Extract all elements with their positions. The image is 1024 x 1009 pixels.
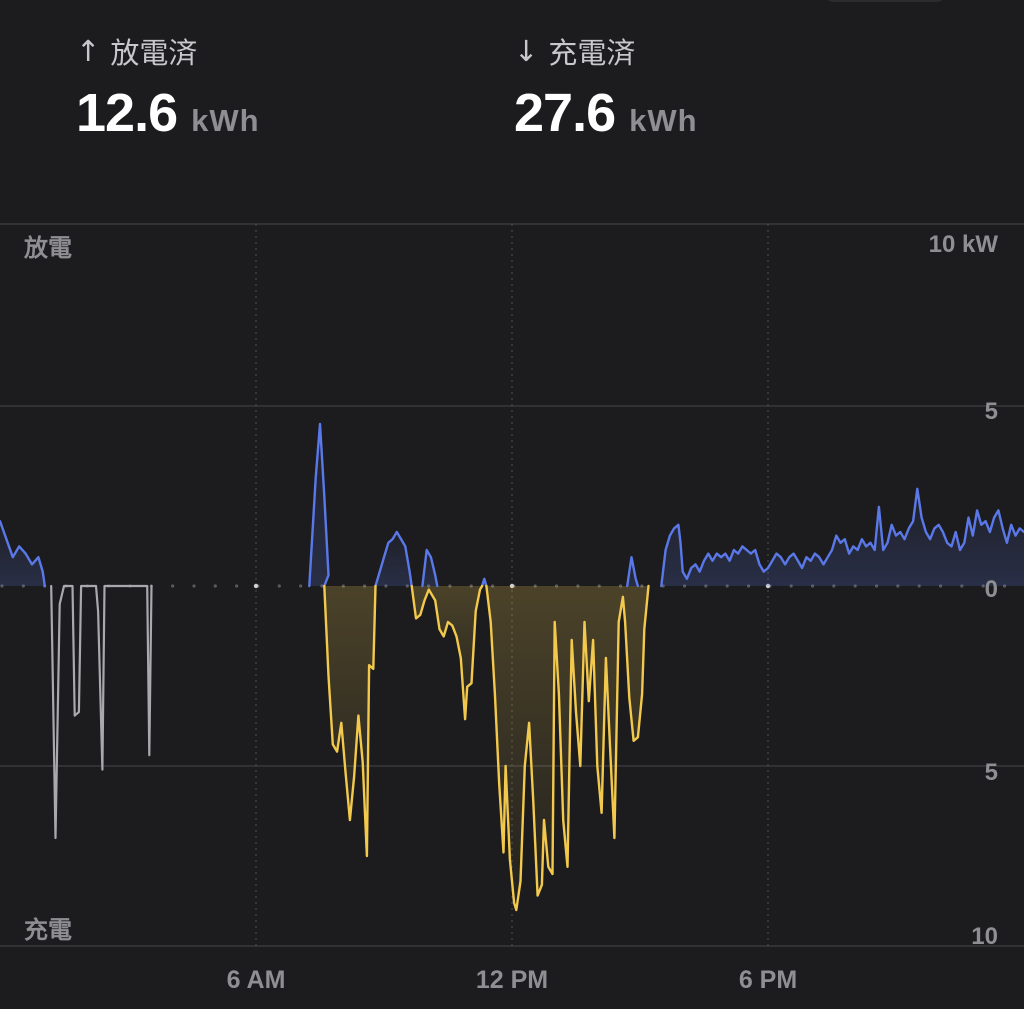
y-tick-label: 10 kW: [929, 231, 999, 258]
discharge-series-line: [374, 530, 413, 588]
zero-axis-marker: [253, 583, 259, 589]
discharged-value-row: 12.6 kWh: [76, 82, 260, 144]
discharged-summary: ↑ 放電済 12.6 kWh: [76, 28, 260, 144]
y-tick-label: 0: [985, 576, 998, 603]
x-tick-label: 6 PM: [739, 966, 797, 994]
x-tick-label: 6 AM: [227, 966, 286, 994]
y-tick-label: 5: [985, 759, 998, 786]
chart-labels: 放電 充電 10 kW 5 0 5 10 6 AM 12 PM 6 PM: [23, 231, 998, 994]
discharge-series-line: [308, 422, 330, 588]
x-tick-label: 12 PM: [476, 966, 548, 994]
zero-line-dot: [192, 584, 196, 588]
discharge-series-line: [660, 487, 1024, 588]
zero-line-dot: [171, 584, 175, 588]
discharge-series-line: [480, 577, 488, 588]
charged-value-row: 27.6 kWh: [514, 82, 698, 144]
charged-summary: ↓ 充電済 27.6 kWh: [514, 28, 698, 144]
zero-line-dot: [277, 584, 281, 588]
discharged-value: 12.6: [76, 83, 178, 143]
y-tick-label: 5: [985, 398, 998, 425]
discharged-label: 放電済: [110, 36, 198, 70]
discharge-area: [375, 532, 412, 586]
zero-line-dot: [235, 584, 239, 588]
header-pill[interactable]: [822, 0, 948, 2]
chart-series-lines: [0, 422, 1024, 912]
charge-axis-label: 充電: [24, 916, 72, 944]
discharge-series-line: [0, 520, 46, 588]
charged-value: 27.6: [514, 83, 616, 143]
charge-area: [324, 586, 376, 856]
arrow-down-icon: ↓: [514, 33, 539, 68]
charge-area: [486, 586, 649, 910]
discharge-series-line: [626, 556, 640, 588]
chart-area-fills: [0, 424, 1024, 910]
discharge-area: [309, 424, 329, 586]
zero-line-dot: [299, 584, 303, 588]
charged-label: 充電済: [548, 36, 636, 70]
discharge-area: [0, 521, 45, 586]
charged-unit: kWh: [629, 103, 698, 138]
charged-label-row: ↓ 充電済: [514, 28, 698, 74]
discharge-axis-label: 放電: [23, 234, 72, 262]
idle-series-line: [50, 584, 153, 840]
charge-series-line: [410, 584, 484, 721]
arrow-up-icon: ↑: [76, 33, 101, 68]
charge-series-line: [323, 584, 377, 858]
zero-line-dot: [213, 584, 217, 588]
discharge-area: [661, 488, 1024, 586]
charge-series-line: [485, 584, 650, 912]
discharged-unit: kWh: [191, 103, 260, 138]
y-tick-label: 10: [971, 923, 998, 950]
charge-area: [411, 586, 483, 720]
discharged-label-row: ↑ 放電済: [76, 28, 260, 74]
discharge-series-line: [421, 548, 439, 588]
